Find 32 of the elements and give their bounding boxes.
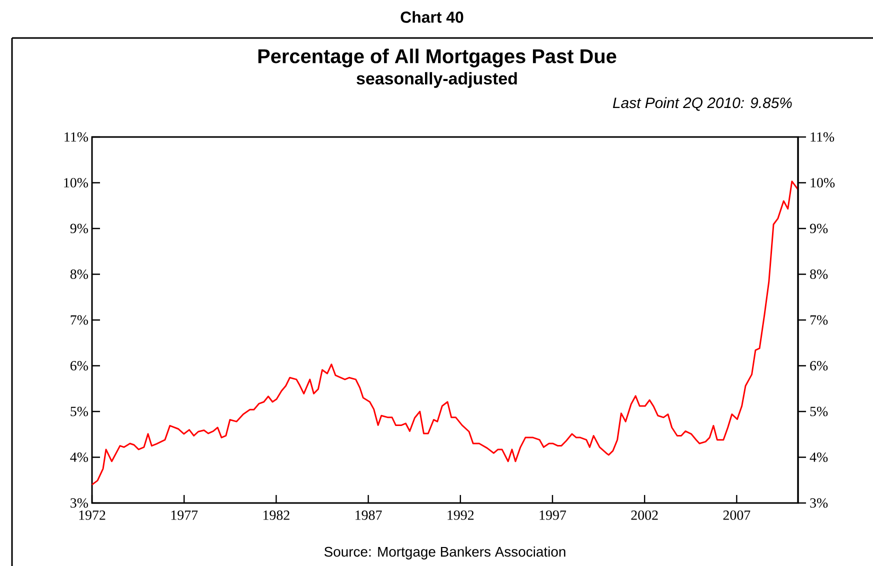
y2-tick-label: 6% — [810, 361, 828, 370]
y-tick-label: 10% — [64, 178, 88, 188]
x-tick-label: 1992 — [448, 510, 474, 520]
y2-tick-label: 11% — [810, 132, 834, 142]
x-tick-label: 1982 — [263, 510, 290, 520]
source-note: Source: Mortgage Bankers Association — [324, 546, 566, 560]
y-tick-label: 6% — [70, 361, 88, 370]
x-tick-label: 1997 — [540, 510, 566, 520]
x-tick-label: 2002 — [631, 510, 658, 520]
y-tick-label: 11% — [64, 132, 88, 142]
y-tick-label: 5% — [70, 406, 88, 416]
chart-title: Percentage of All Mortgages Past Due — [258, 48, 616, 68]
x-tick-label: 1987 — [356, 510, 382, 520]
y2-tick-label: 4% — [810, 452, 828, 462]
y2-tick-label: 5% — [810, 406, 828, 416]
y2-tick-label: 3% — [810, 498, 828, 508]
line-series — [91, 180, 799, 486]
x-tick-label: 2007 — [723, 510, 750, 520]
y-tick-label: 4% — [70, 452, 88, 462]
y-tick-label: 9% — [70, 224, 88, 234]
x-tick-label: 1977 — [171, 510, 198, 520]
y2-tick-label: 9% — [810, 224, 828, 234]
y-tick-label: 7% — [70, 315, 88, 325]
x-tick-label: 1972 — [79, 510, 106, 520]
caption: Chart 40 — [400, 11, 464, 23]
y2-tick-label: 10% — [810, 178, 835, 188]
chart-subtitle: seasonally-adjusted — [356, 72, 517, 88]
y-tick-label: 3% — [70, 498, 88, 508]
text: Last Point 2Q 2010: 9.85% — [612, 97, 792, 111]
y-tick-label: 8% — [70, 270, 88, 279]
y2-tick-label: 7% — [810, 315, 828, 325]
y2-tick-label: 8% — [810, 270, 828, 279]
